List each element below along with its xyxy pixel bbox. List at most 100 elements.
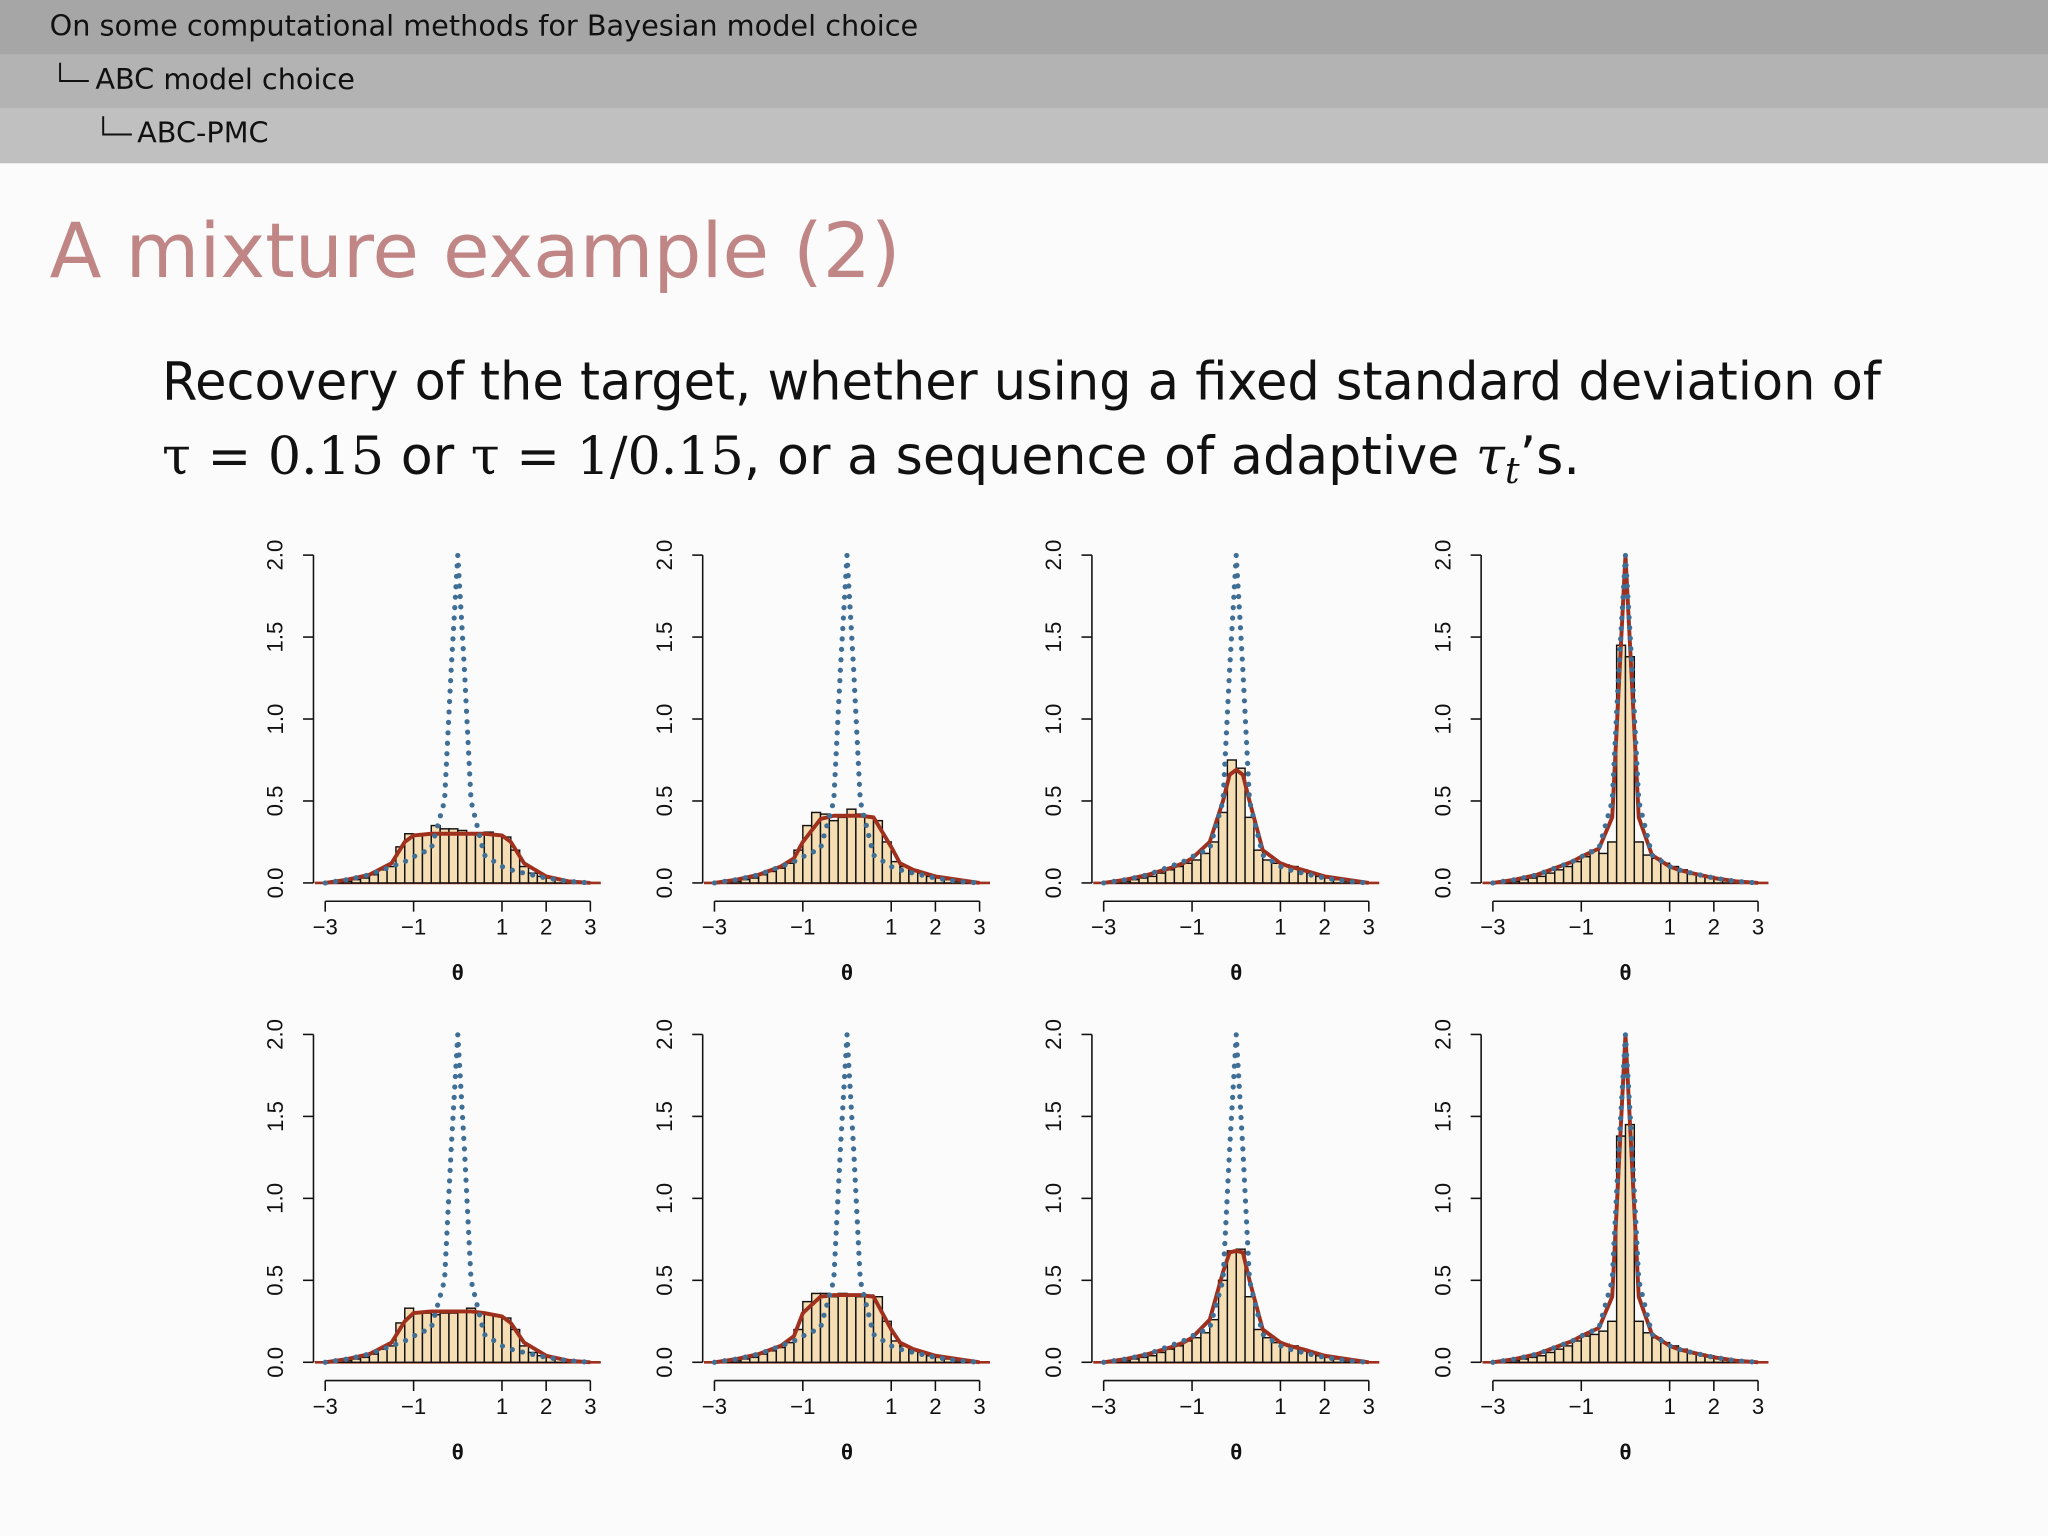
x-axis-label: θ [1230,1440,1242,1465]
x-tick-label: −3 [313,1394,338,1419]
y-tick-label: 0.5 [1430,786,1455,817]
histogram-bar [1598,852,1609,884]
chart: 0.0 0.5 1.0 1.5 2.0 −3 −1 1 2 3 θ [1430,1019,1769,1465]
x-tick-label: 3 [1752,1394,1764,1419]
x-tick-label: −3 [313,915,338,940]
x-tick-label: 2 [1708,915,1720,940]
histogram-bar [846,808,857,884]
x-tick-label: −3 [1091,1394,1116,1419]
estimated-density-line [714,813,980,885]
y-tick-label: 1.0 [1041,1183,1066,1214]
x-axis-label: θ [841,960,853,985]
target-density-line [1101,1031,1372,1365]
histogram-bar [1138,1356,1149,1364]
x-tick-label: −3 [1091,915,1116,940]
histogram-bar [1562,1345,1574,1364]
y-tick-label: 0.0 [652,1347,677,1378]
x-tick-label: 1 [496,915,508,940]
x-tick-label: −1 [1569,1394,1594,1419]
estimated-density-line [1103,767,1370,885]
histogram-bar [775,1346,786,1364]
histogram-bar [1642,854,1653,884]
histogram-bar [1138,877,1149,884]
math: τ [1476,426,1506,486]
histogram-bar [1155,872,1167,884]
text: or [384,427,471,487]
histogram-bar [1191,1336,1202,1364]
histogram-bar [749,1356,760,1364]
x-axis-label: θ [1619,960,1631,985]
x-tick-label: 2 [1318,1394,1330,1419]
histogram-bar [483,1314,494,1364]
x-tick-label: −1 [790,915,815,940]
y-tick-label: 1.0 [1041,704,1066,735]
histogram-bar [775,867,786,884]
chart: 0.0 0.5 1.0 1.5 2.0 −3 −1 1 2 3 θ [263,1019,601,1465]
histogram-bar [474,1312,486,1364]
x-tick-label: −1 [401,915,426,940]
histogram-bar [377,869,388,884]
y-tick-label: 0.5 [652,1265,677,1296]
histogram-bar [1589,1333,1600,1364]
histogram-bar [837,1292,848,1364]
slide-title: A mixture example (2) [50,207,901,295]
x-tick-label: −1 [790,1394,815,1419]
x-tick-label: 1 [885,915,897,940]
histogram-bar [457,1310,468,1364]
y-tick-label: 1.5 [1430,622,1455,653]
x-tick-label: −3 [1480,1394,1505,1419]
y-tick-label: 2.0 [1430,1019,1455,1050]
histogram-bar [1191,859,1202,884]
histogram-bar [1182,862,1193,884]
histogram-bar [1527,877,1538,884]
y-tick-label: 0.0 [652,868,677,899]
y-tick-label: 0.0 [1430,868,1455,899]
y-tick-label: 1.0 [652,1183,677,1214]
histogram-bar [377,1348,388,1364]
text: ’s. [1520,427,1580,487]
target-density-line [1101,552,1372,886]
x-tick-label: 2 [929,915,941,940]
y-tick-label: 1.0 [1430,1183,1455,1214]
y-tick-label: 0.0 [1430,1347,1455,1378]
header-title: On some computational methods for Bayesi… [50,8,919,42]
histogram-bar [430,1314,441,1364]
x-tick-label: 1 [1663,915,1675,940]
x-axis-label: θ [452,1440,464,1465]
x-tick-label: −1 [1179,915,1204,940]
target-density-line [711,1031,983,1365]
histogram-bar [1226,1250,1237,1364]
x-tick-label: 3 [973,915,985,940]
y-tick-label: 0.5 [1041,1265,1066,1296]
target-density-line [711,552,983,886]
histogram-bar [1607,841,1618,884]
y-tick-label: 1.5 [652,622,677,653]
header-bar [0,0,2048,55]
estimated-density-line [324,1309,591,1365]
histogram-bar [766,1350,778,1364]
target-density-line [1490,1031,1761,1365]
chart: 0.0 0.5 1.0 1.5 2.0 −3 −1 1 2 3 θ [1041,1019,1380,1465]
x-tick-label: 2 [929,1394,941,1419]
y-tick-label: 0.5 [263,1265,288,1296]
y-tick-label: 0.0 [263,1347,288,1378]
y-tick-label: 2.0 [263,1019,288,1050]
chart: 0.0 0.5 1.0 1.5 2.0 −3 −1 1 2 3 θ [263,540,601,985]
header-bar [0,54,2048,109]
histogram-bar [1598,1330,1609,1364]
estimated-density-line [714,1293,980,1365]
math: τ = 0.15 [162,426,384,486]
y-tick-label: 0.5 [1041,786,1066,817]
y-tick-label: 0.5 [652,786,677,817]
x-tick-label: 3 [584,915,596,940]
x-tick-label: 2 [1708,1394,1720,1419]
estimated-density-line [1103,1248,1370,1365]
histogram-bar [1244,816,1255,884]
x-tick-label: 2 [540,915,552,940]
histogram-bar [1545,872,1556,884]
x-tick-label: 3 [1363,1394,1375,1419]
histogram-bar [766,870,778,884]
histogram-bar [474,833,486,884]
estimated-density-line [324,831,591,885]
